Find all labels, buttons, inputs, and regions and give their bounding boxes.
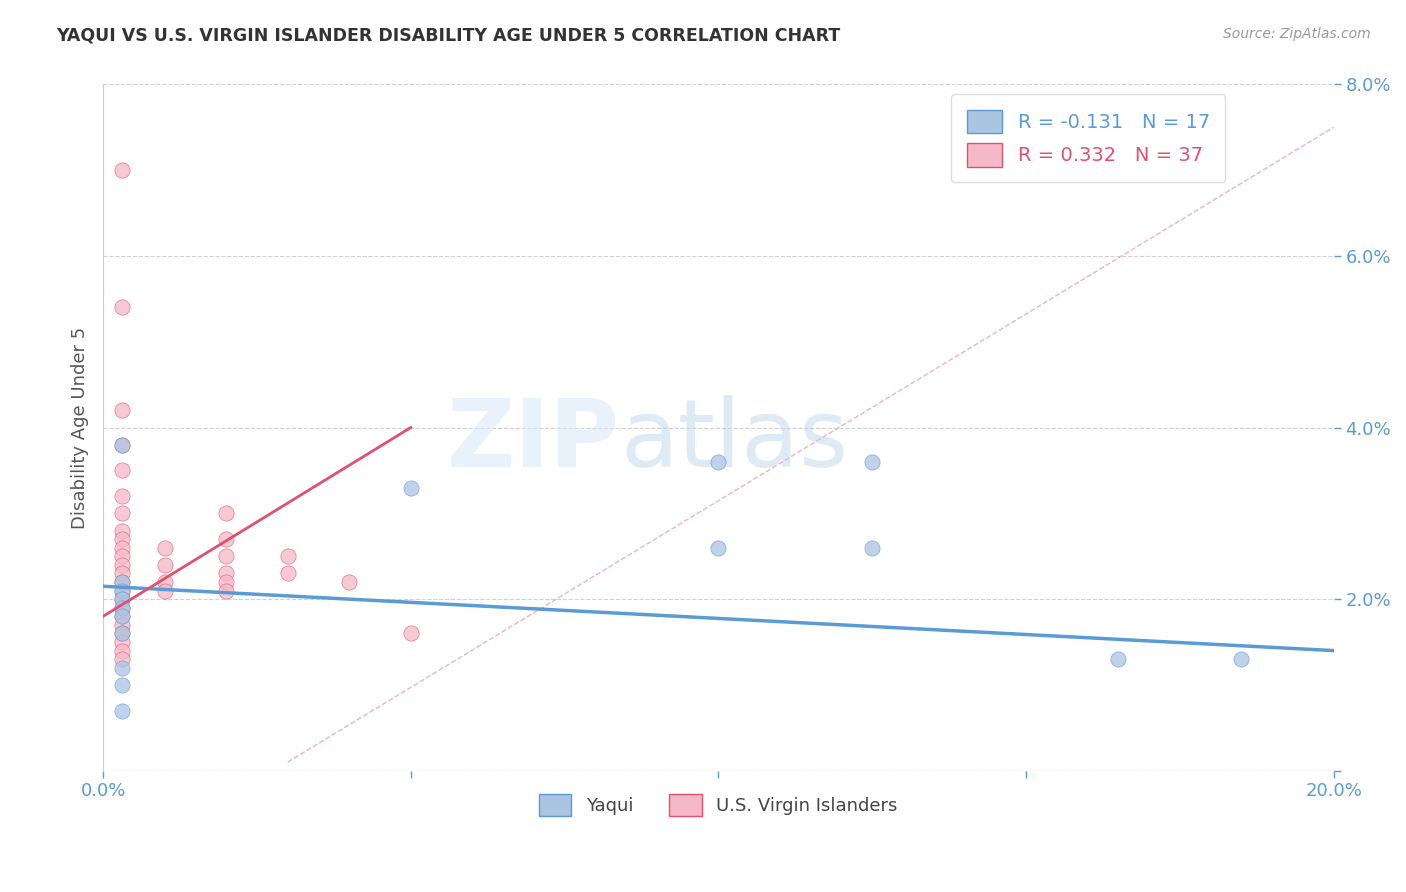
Point (110, 566, 132, 581)
Point (110, 438, 132, 452)
Point (860, 455, 883, 469)
Point (337, 574, 360, 589)
Point (110, 643, 132, 657)
Point (110, 507, 132, 521)
Point (110, 661, 132, 675)
Point (707, 541, 730, 555)
Point (110, 524, 132, 538)
Point (153, 574, 176, 589)
Point (277, 566, 299, 581)
Point (110, 489, 132, 503)
Point (399, 481, 422, 495)
Text: atlas: atlas (620, 395, 848, 487)
Point (110, 549, 132, 564)
Point (215, 574, 238, 589)
Point (1230, 652, 1253, 666)
Point (110, 574, 132, 589)
Point (110, 678, 132, 692)
Point (215, 507, 238, 521)
Point (153, 583, 176, 598)
Y-axis label: Disability Age Under 5: Disability Age Under 5 (72, 326, 89, 529)
Legend: Yaqui, U.S. Virgin Islanders: Yaqui, U.S. Virgin Islanders (531, 787, 905, 823)
Point (110, 652, 132, 666)
Point (110, 618, 132, 632)
Point (110, 592, 132, 607)
Text: Source: ZipAtlas.com: Source: ZipAtlas.com (1223, 27, 1371, 41)
Point (153, 541, 176, 555)
Point (110, 626, 132, 640)
Point (110, 403, 132, 417)
Point (110, 558, 132, 572)
Point (860, 541, 883, 555)
Point (215, 549, 238, 564)
Point (110, 635, 132, 649)
Point (110, 626, 132, 640)
Point (110, 532, 132, 546)
Point (110, 600, 132, 615)
Point (153, 558, 176, 572)
Point (110, 704, 132, 718)
Point (110, 438, 132, 452)
Point (399, 626, 422, 640)
Point (707, 455, 730, 469)
Point (110, 600, 132, 615)
Point (110, 541, 132, 555)
Point (110, 609, 132, 624)
Point (1107, 652, 1129, 666)
Point (215, 566, 238, 581)
Point (110, 163, 132, 178)
Point (215, 583, 238, 598)
Point (110, 592, 132, 607)
Point (110, 583, 132, 598)
Text: YAQUI VS U.S. VIRGIN ISLANDER DISABILITY AGE UNDER 5 CORRELATION CHART: YAQUI VS U.S. VIRGIN ISLANDER DISABILITY… (56, 27, 841, 45)
Point (110, 583, 132, 598)
Point (110, 301, 132, 315)
Point (110, 574, 132, 589)
Text: ZIP: ZIP (447, 395, 620, 487)
Point (277, 549, 299, 564)
Point (110, 609, 132, 624)
Point (110, 463, 132, 477)
Point (215, 532, 238, 546)
